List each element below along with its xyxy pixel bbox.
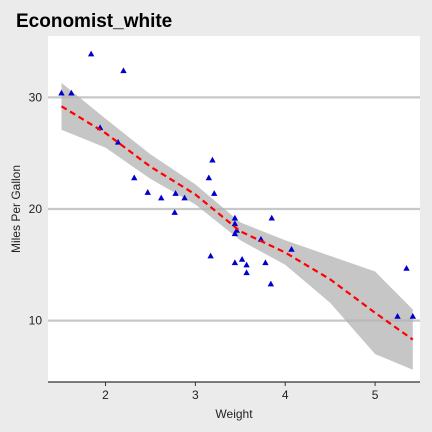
data-point xyxy=(205,174,213,181)
data-point xyxy=(231,220,239,227)
data-point xyxy=(68,89,75,96)
data-point xyxy=(172,190,179,196)
data-point xyxy=(231,259,239,266)
y-tick-label: 10 xyxy=(29,314,43,328)
x-tick-label: 5 xyxy=(372,388,379,402)
x-tick-label: 4 xyxy=(282,388,289,402)
confidence-ribbon xyxy=(61,82,413,370)
y-axis-title: Miles Per Gallon xyxy=(9,165,23,253)
y-tick-label: 30 xyxy=(29,90,43,104)
data-point xyxy=(87,50,95,57)
data-point xyxy=(209,156,216,163)
confidence-band xyxy=(61,82,413,370)
data-point xyxy=(243,261,250,268)
data-point xyxy=(233,227,240,233)
data-point xyxy=(394,312,401,319)
data-point xyxy=(158,194,165,201)
y-tick-label: 20 xyxy=(29,202,43,216)
data-point xyxy=(288,245,295,252)
data-point xyxy=(207,252,214,259)
data-point xyxy=(409,312,417,319)
data-point xyxy=(403,264,410,271)
data-point xyxy=(243,269,250,276)
x-tick-label: 3 xyxy=(192,388,199,402)
data-point xyxy=(114,138,122,145)
data-point xyxy=(120,67,127,74)
data-points xyxy=(58,50,417,319)
smooth-line-layer xyxy=(60,105,414,341)
data-point xyxy=(238,256,246,262)
data-point xyxy=(131,174,138,181)
smooth-line xyxy=(60,105,414,341)
data-point xyxy=(262,259,269,266)
data-point xyxy=(267,280,275,287)
axes: 2 3 4 5 10 20 30 xyxy=(29,90,420,402)
data-point xyxy=(257,235,265,242)
data-point xyxy=(211,190,218,196)
x-axis-title: Weight xyxy=(215,407,253,421)
data-point xyxy=(181,194,188,201)
data-point xyxy=(171,209,178,215)
data-point xyxy=(231,230,239,237)
data-point xyxy=(144,189,151,195)
data-point xyxy=(231,214,239,221)
data-point xyxy=(268,214,275,221)
data-point xyxy=(58,89,65,96)
chart-title: Economist_white xyxy=(16,11,172,32)
x-tick-label: 2 xyxy=(102,388,109,402)
